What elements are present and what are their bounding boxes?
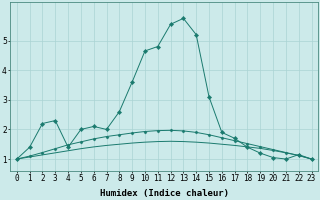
X-axis label: Humidex (Indice chaleur): Humidex (Indice chaleur) [100, 189, 229, 198]
